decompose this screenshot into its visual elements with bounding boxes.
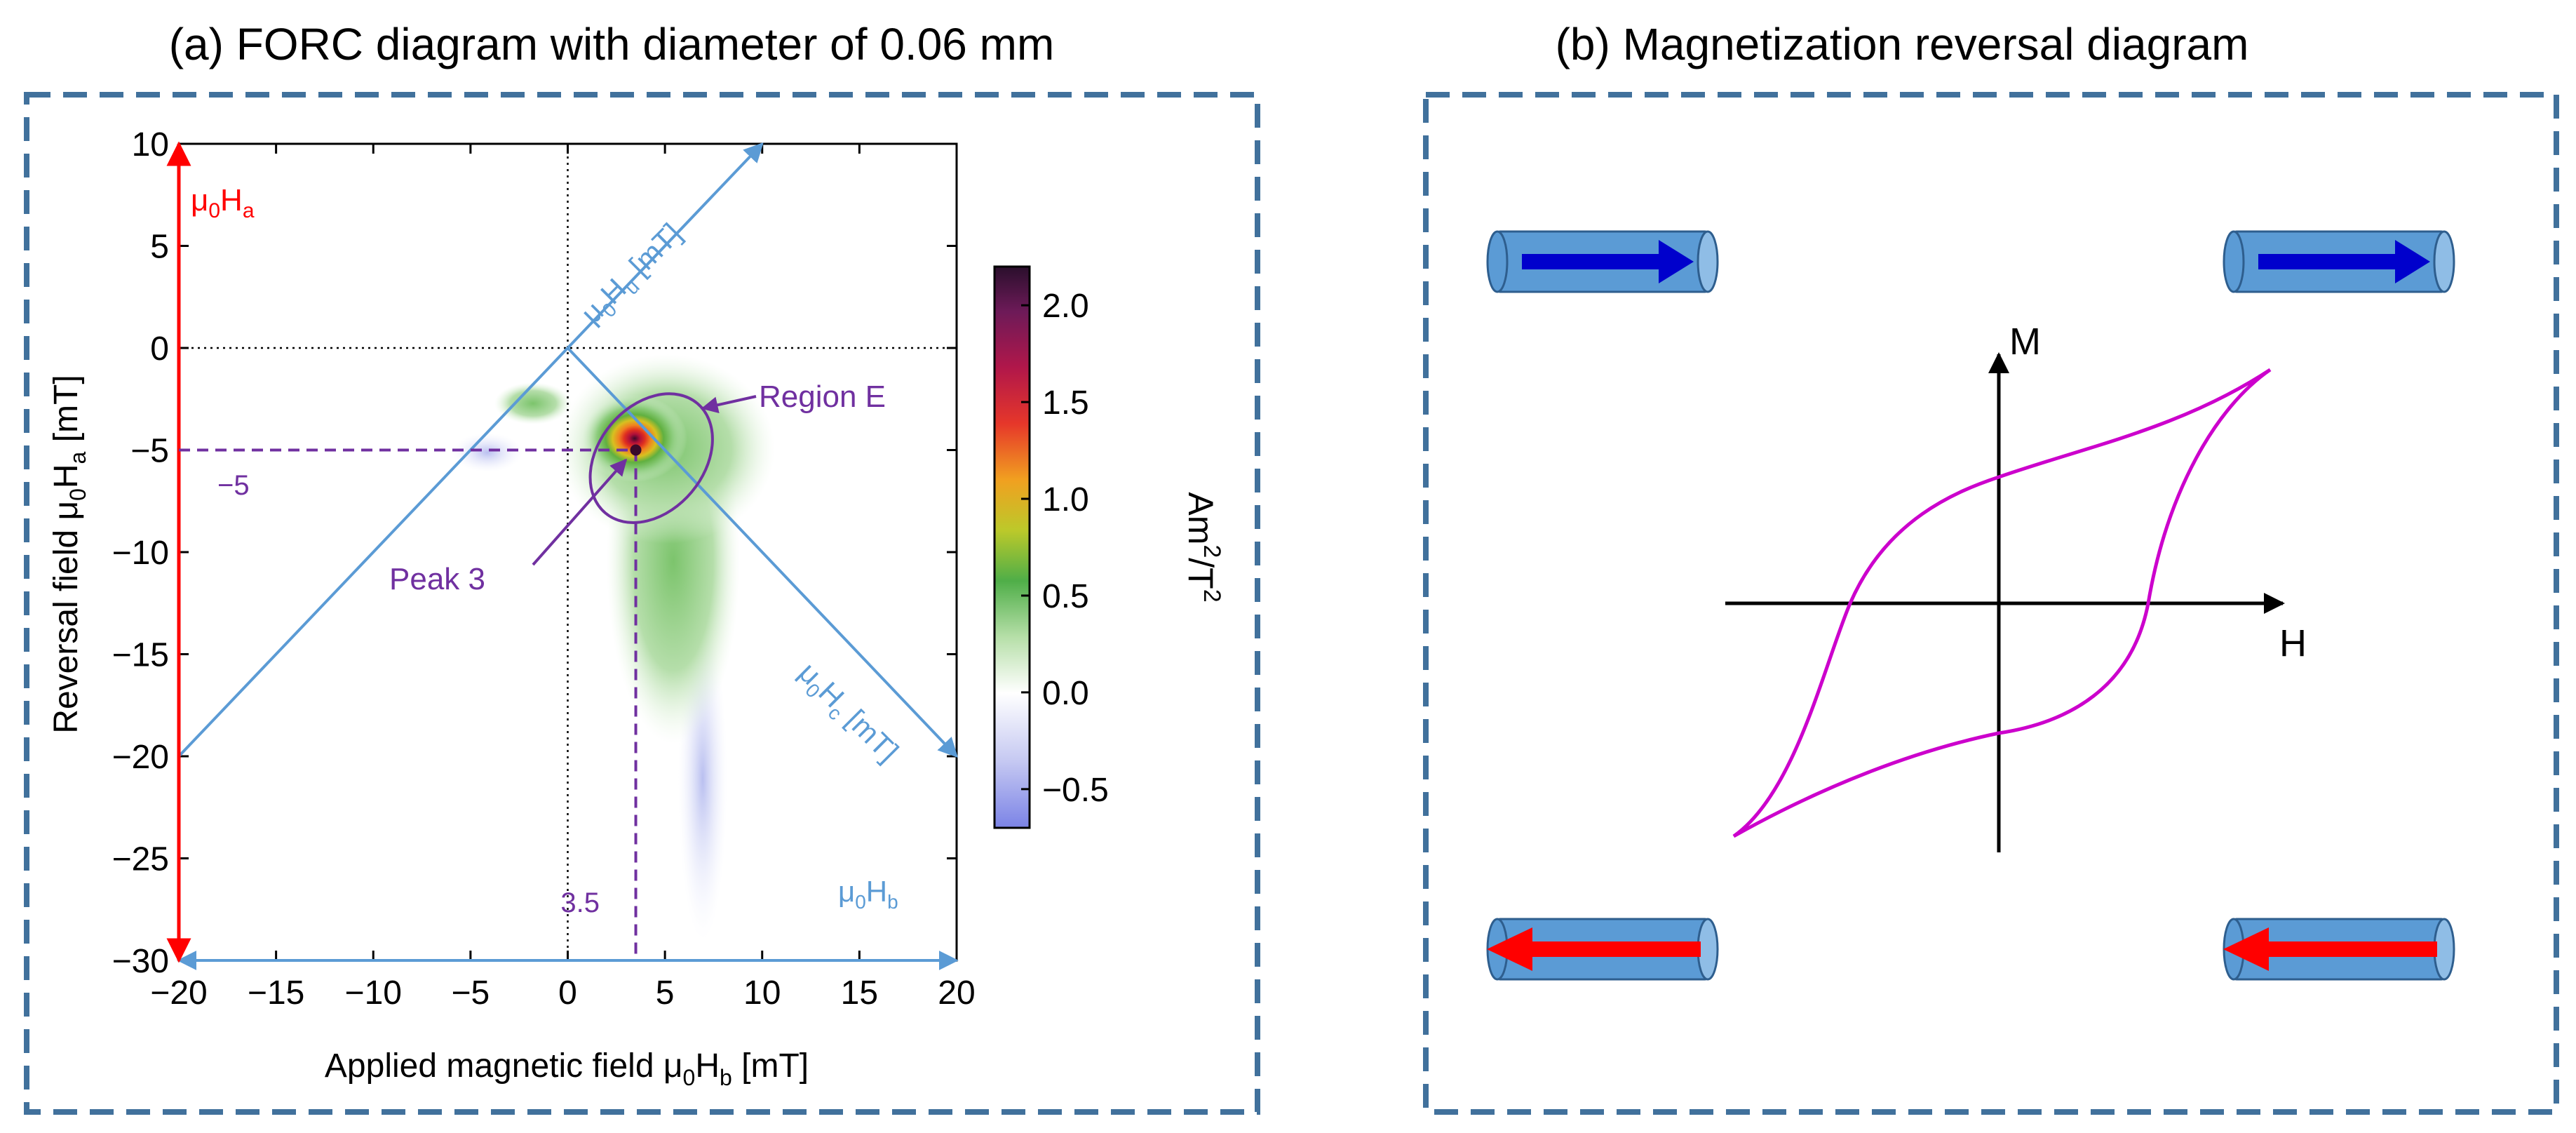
colorbar-tick-label: 1.0 [1042,481,1089,518]
colorbar-tick-label: 0.5 [1042,578,1089,615]
wire-bottom-left [1486,918,1719,981]
y-axis-title: Reversal field μ0Ha [mT] [48,375,90,733]
axes-layer: −20 −15 −10 −5 0 5 10 15 20 10 5 0 −5 −10 −15 −20 −25 −30 [112,126,976,1012]
x-tick-label: 0 [558,974,577,1012]
colorbar-tick-label: −0.5 [1042,772,1109,809]
x-axis-title: Applied magnetic field μ0Hb [mT] [325,1047,809,1090]
hu-axis [177,142,764,758]
panel-a-frame [24,92,1260,1115]
wire-end-cap [1486,230,1509,293]
region-e-label: Region E [759,380,886,414]
overlay-layer [166,141,959,970]
y-tick-label: −15 [112,637,169,674]
x-tick-label: −5 [452,974,490,1012]
y-tick-label: −30 [112,943,169,980]
peak-3-label: Peak 3 [389,562,485,596]
region-e-ellipse [588,392,714,524]
wire-end-cap [1697,230,1719,293]
wire-bottom-right [2223,918,2455,981]
colorbar: 2.0 1.5 1.0 0.5 0.0 −0.5 Am2/T2 [993,265,1225,829]
y-tick-label: −25 [112,841,169,878]
x-tick-label: −10 [345,974,402,1012]
x-tick-label: 20 [938,974,975,1012]
y-tick-label: −5 [130,433,169,470]
density-left-lobe [494,382,572,424]
y-tick-label: −10 [112,535,169,572]
wire-end-cap [2433,230,2455,293]
hb-axis-label: μ0Hb [838,875,898,913]
region-e-pointer [701,395,757,413]
magnetization-right-arrow [2258,240,2430,283]
panel-b-title: (b) Magnetization reversal diagram [1556,19,2249,69]
colorbar-tick-label: 1.5 [1042,384,1089,422]
density-peak [582,395,687,482]
peak-3-marker [630,444,642,456]
forc-plot: −20 −15 −10 −5 0 5 10 15 20 10 5 0 −5 −10 −15 −20 −25 −30… [48,126,1225,1090]
hysteresis-loop [1732,368,2272,838]
negative-density-left [452,433,522,472]
wire-end-cap [1697,918,1719,981]
y-tick-label: 5 [150,229,169,266]
colorbar-tick-label: 2.0 [1042,288,1089,325]
colorbar-ticks: 2.0 1.5 1.0 0.5 0.0 −0.5 [1021,288,1109,809]
colorbar-gradient [993,265,1031,829]
wire-top-left [1486,230,1719,293]
wire-top-right [2223,230,2455,293]
x-tick-label: −20 [150,974,207,1012]
peak-3-pointer [532,458,628,566]
y-tick-label: 10 [132,126,169,163]
ha-axis-label: μ0Ha [191,183,255,222]
x-tick-label: 15 [841,974,878,1012]
x-tick-label: 5 [656,974,675,1012]
panel-b-frame [1423,92,2559,1115]
y-guide-value: −5 [217,470,250,501]
y-tick-label: −20 [112,739,169,776]
y-tick-label: 0 [150,330,169,368]
wire-end-cap [2433,918,2455,981]
hc-axis [567,347,958,758]
x-tick-label: −15 [248,974,304,1012]
magnetization-right-arrow [1522,240,1694,283]
h-axis-label: H [2279,622,2307,664]
x-tick-label: 10 [743,974,781,1012]
wire-end-cap [2223,230,2245,293]
colorbar-tick-label: 0.0 [1042,675,1089,712]
x-guide-value: 3.5 [560,887,600,918]
magnetization-left-arrow [2223,927,2437,971]
panel-a-title: (a) FORC diagram with diameter of 0.06 m… [169,19,1055,69]
plot-area [177,142,958,962]
magnetization-left-arrow [1487,927,1701,971]
colorbar-label: Am2/T2 [1181,492,1225,602]
m-axis-label: M [2009,321,2041,363]
